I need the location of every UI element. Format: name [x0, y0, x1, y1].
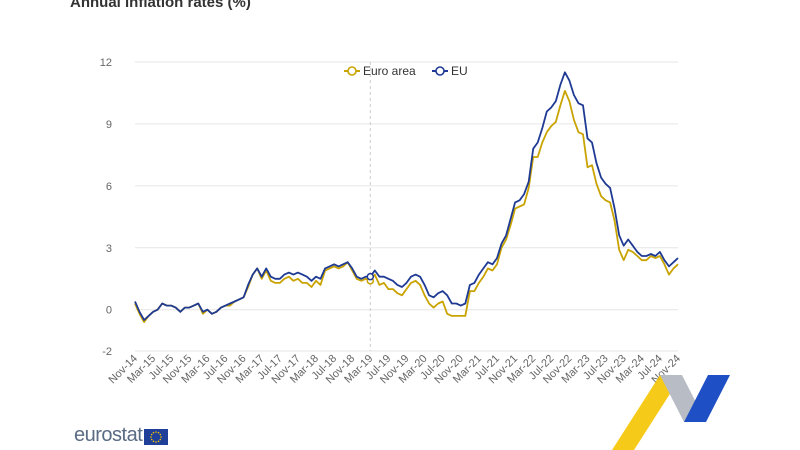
legend-label: EU: [451, 64, 468, 78]
eurostat-logo: eurostat: [74, 424, 169, 447]
y-tick-label: 6: [106, 181, 112, 193]
series-line-euro-area: [134, 90, 679, 323]
y-tick-label: -2: [102, 346, 112, 358]
blue-stripe: [684, 375, 730, 422]
yellow-stripe: [612, 375, 682, 450]
series-line-eu: [134, 71, 679, 321]
legend-marker-icon: [435, 66, 445, 76]
decorative-chevron-icon: [612, 375, 730, 450]
y-tick-label: 12: [100, 57, 112, 69]
y-tick-label: 3: [106, 243, 112, 255]
y-tick-label: 0: [106, 305, 112, 317]
hover-marker: [366, 272, 375, 281]
legend-item-euro-area[interactable]: Euro area: [344, 64, 416, 78]
y-tick-label: 9: [106, 119, 112, 131]
legend-label: Euro area: [363, 64, 416, 78]
legend-marker-icon: [347, 66, 357, 76]
chart-title: Annual inflation rates (%): [70, 0, 251, 11]
logo-text: eurostat: [74, 424, 143, 446]
eu-stars: [150, 430, 163, 443]
eu-flag-icon: [144, 428, 169, 445]
legend-item-eu[interactable]: EU: [432, 64, 468, 78]
